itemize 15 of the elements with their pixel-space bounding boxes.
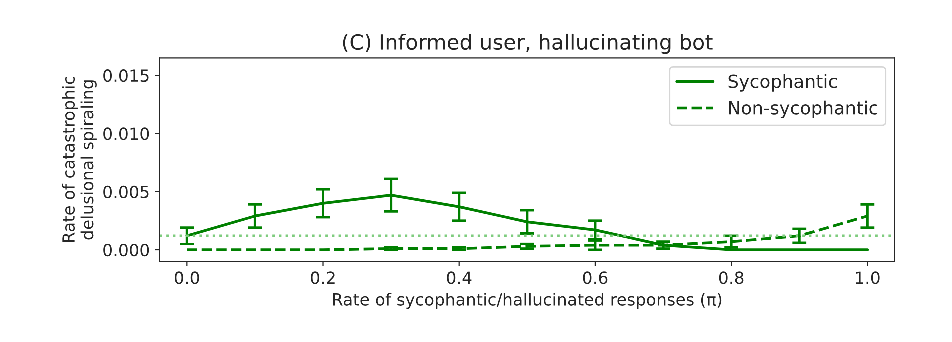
x-tick-label: 0.2 — [311, 272, 335, 284]
y-tick-label: 0.015 — [104, 70, 149, 82]
y-tick-label: 0.010 — [104, 128, 150, 140]
x-tick-label: 0.0 — [175, 272, 200, 284]
legend-label: Non-sycophantic — [729, 100, 878, 118]
y-axis-title: Rate of catastrophic delusional spiraling — [62, 77, 97, 242]
y-tick-label: 0.000 — [104, 244, 150, 257]
x-tick-label: 0.6 — [583, 272, 608, 284]
x-axis-title: Rate of sycophantic/hallucinated responses (π) — [333, 293, 722, 310]
x-tick-label: 1.0 — [856, 272, 880, 284]
legend-label: Sycophantic — [728, 74, 838, 92]
chart-title: (C) Informed user, hallucinating bot — [343, 34, 713, 54]
y-tick-label: 0.005 — [104, 186, 149, 198]
x-tick-label: 0.8 — [719, 272, 744, 284]
x-tick-label: 0.4 — [447, 272, 472, 284]
